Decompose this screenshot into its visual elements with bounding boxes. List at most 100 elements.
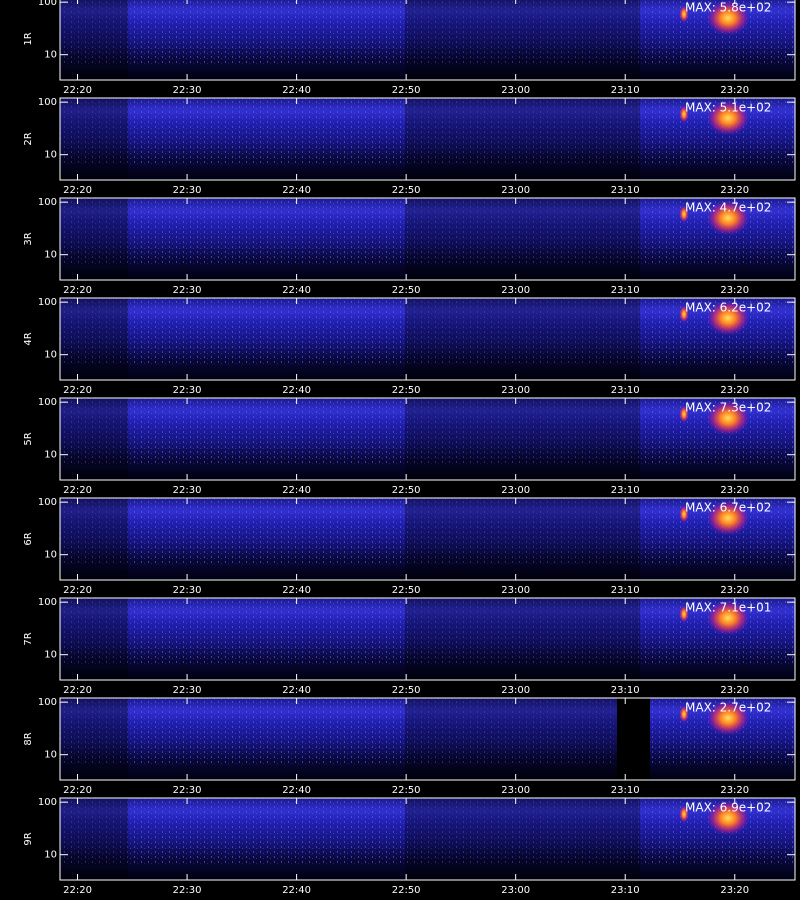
x-tick-label: 22:40 (282, 685, 311, 696)
x-tick-label: 23:10 (611, 385, 640, 396)
hot-spot (706, 0, 750, 36)
x-tick-label: 22:30 (173, 185, 202, 196)
y-tick-label: 100 (38, 597, 57, 608)
x-tick-label: 22:50 (392, 285, 421, 296)
max-annotation: MAX: 6.9e+02 (685, 801, 771, 815)
plot-frame (59, 697, 796, 781)
panel: 22:20 22:30 22:40 22:50 23:00 23:10 23:20 10 100… (23, 197, 796, 296)
x-tick-label: 23:10 (611, 885, 640, 896)
spectrogram-dark-left (60, 398, 128, 480)
x-tick-label: 22:50 (392, 685, 421, 696)
panel: 22:20 22:30 22:40 22:50 23:00 23:10 23:20 10 100… (23, 397, 796, 496)
spectrogram-dark-mid (405, 498, 640, 580)
x-tick-label: 22:40 (282, 785, 311, 796)
plot-frame (59, 797, 796, 881)
x-tick-label: 23:20 (720, 885, 749, 896)
spectrogram-dark-left (60, 0, 128, 80)
plot-frame (59, 97, 796, 181)
x-tick-label: 22:30 (173, 785, 202, 796)
hot-spot (679, 205, 689, 223)
x-tick-label: 22:40 (282, 185, 311, 196)
y-tick-label: 100 (38, 297, 57, 308)
x-tick-label: 22:40 (282, 885, 311, 896)
y-axis-label: 2R (23, 132, 34, 145)
spectrogram-dark-mid (405, 0, 640, 80)
x-tick-label: 23:00 (501, 185, 530, 196)
x-tick-label: 23:20 (720, 385, 749, 396)
max-annotation: MAX: 7.3e+02 (685, 401, 771, 415)
spectrogram-dark-mid (405, 298, 640, 380)
spectrogram-dark-mid (405, 798, 640, 880)
x-tick-label: 22:30 (173, 885, 202, 896)
spectrogram-dark-mid (405, 98, 640, 180)
y-tick-label: 100 (38, 497, 57, 508)
y-tick-label: 10 (44, 250, 57, 261)
y-tick-label: 100 (38, 397, 57, 408)
hot-spot (706, 300, 750, 336)
x-tick-label: 22:40 (282, 485, 311, 496)
spectrogram-texture (60, 0, 795, 64)
y-axis-label: 6R (23, 532, 34, 545)
hot-spot (679, 5, 689, 23)
x-tick-label: 23:00 (501, 485, 530, 496)
max-annotation: MAX: 7.1e+01 (685, 601, 771, 615)
x-tick-label: 22:50 (392, 885, 421, 896)
y-tick-label: 10 (44, 350, 57, 361)
spectrogram-texture (60, 198, 795, 264)
x-tick-label: 23:00 (501, 585, 530, 596)
hot-spot (679, 105, 689, 123)
y-tick-label: 10 (44, 850, 57, 861)
x-tick-label: 22:30 (173, 585, 202, 596)
panel: 22:20 22:30 22:40 22:50 23:00 23:10 23:20 10 100… (23, 497, 796, 596)
spectrogram-texture (60, 698, 795, 764)
spectrogram-dark-mid (405, 398, 640, 480)
x-tick-label: 23:00 (501, 385, 530, 396)
spectrogram-dark-mid (405, 598, 640, 680)
x-tick-label: 22:50 (392, 585, 421, 596)
x-tick-label: 22:40 (282, 85, 311, 96)
spectrogram-dark-mid (405, 698, 640, 780)
y-tick-label: 100 (38, 197, 57, 208)
x-tick-label: 23:20 (720, 85, 749, 96)
max-annotation: MAX: 5.8e+02 (685, 1, 771, 15)
hot-spot (679, 705, 689, 723)
x-tick-label: 23:10 (611, 285, 640, 296)
x-tick-label: 22:20 (63, 85, 92, 96)
y-tick-label: 10 (44, 150, 57, 161)
panel: 22:20 22:30 22:40 22:50 23:00 23:10 23:20 10 100… (23, 97, 796, 196)
spectrogram-dark-left (60, 598, 128, 680)
x-tick-label: 22:30 (173, 85, 202, 96)
x-tick-label: 23:10 (611, 485, 640, 496)
x-tick-label: 22:50 (392, 785, 421, 796)
max-annotation: MAX: 2.7e+02 (685, 701, 771, 715)
x-tick-label: 23:00 (501, 785, 530, 796)
y-tick-label: 100 (38, 697, 57, 708)
x-tick-label: 22:20 (63, 585, 92, 596)
x-tick-label: 23:10 (611, 585, 640, 596)
y-tick-label: 100 (38, 797, 57, 808)
panel: 22:20 22:30 22:40 22:50 23:00 23:10 23:20 10 100… (23, 797, 796, 896)
panel: 22:20 22:30 22:40 22:50 23:00 23:10 23:20 10 100… (23, 297, 796, 396)
spectrogram-dark-mid (405, 198, 640, 280)
y-axis-label: 5R (23, 432, 34, 445)
spectrogram-dark-left (60, 798, 128, 880)
x-tick-label: 23:20 (720, 285, 749, 296)
plot-frame (59, 297, 796, 381)
x-tick-label: 23:10 (611, 85, 640, 96)
panel: 22:20 22:30 22:40 22:50 23:00 23:10 23:20 10 100… (23, 597, 796, 696)
spectrogram-dark-left (60, 298, 128, 380)
x-tick-label: 22:20 (63, 885, 92, 896)
x-tick-label: 22:40 (282, 285, 311, 296)
hot-spot (679, 405, 689, 423)
spectrogram-texture (60, 98, 795, 164)
x-tick-label: 23:00 (501, 285, 530, 296)
spectrogram-dark-left (60, 198, 128, 280)
y-tick-label: 100 (38, 97, 57, 108)
y-axis-label: 4R (23, 332, 34, 345)
y-tick-label: 10 (44, 50, 57, 61)
plot-frame (59, 397, 796, 481)
plot-frame (59, 497, 796, 581)
x-tick-label: 23:00 (501, 685, 530, 696)
